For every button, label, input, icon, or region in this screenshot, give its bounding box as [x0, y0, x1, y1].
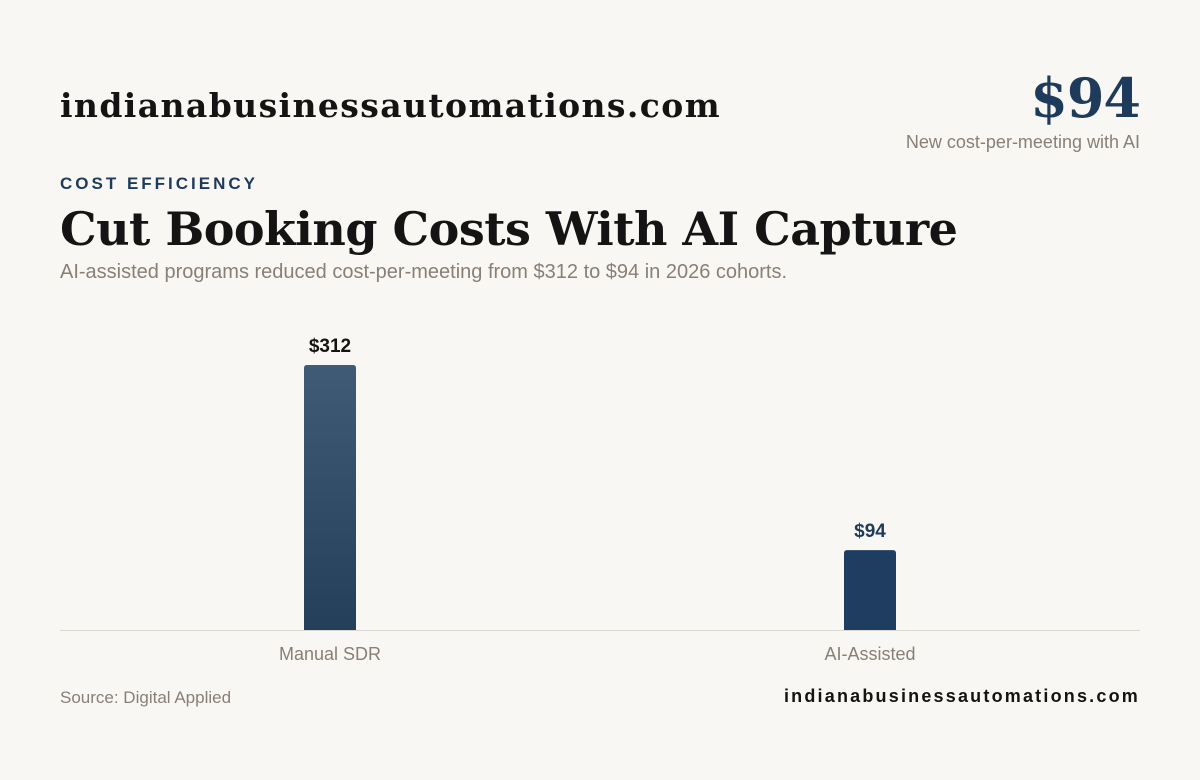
brand-wordmark: indianabusinessautomations.com [60, 86, 722, 125]
source-note: Source: Digital Applied [60, 688, 232, 707]
value-label-manual-sdr: $312 [309, 336, 351, 357]
category-label-manual-sdr: Manual SDR [279, 644, 381, 664]
value-label-ai-assisted: $94 [854, 521, 886, 542]
section-eyebrow: COST EFFICIENCY [60, 174, 259, 193]
chart-labels: $312 Manual SDR $94 AI-Assisted [279, 336, 916, 664]
bar-manual-sdr [304, 365, 356, 630]
hero-stat-value: $94 [1030, 66, 1141, 130]
hero-stat-caption: New cost-per-meeting with AI [905, 132, 1140, 152]
bar-ai-assisted [844, 550, 896, 630]
category-label-ai-assisted: AI-Assisted [824, 644, 915, 664]
footer-brand: indianabusinessautomations.com [783, 686, 1140, 706]
hero-stat: $94 New cost-per-meeting with AI [905, 66, 1141, 153]
chart-bars [304, 365, 896, 630]
page-subtitle: AI-assisted programs reduced cost-per-me… [60, 261, 788, 283]
page-title: Cut Booking Costs With AI Capture [60, 202, 958, 256]
